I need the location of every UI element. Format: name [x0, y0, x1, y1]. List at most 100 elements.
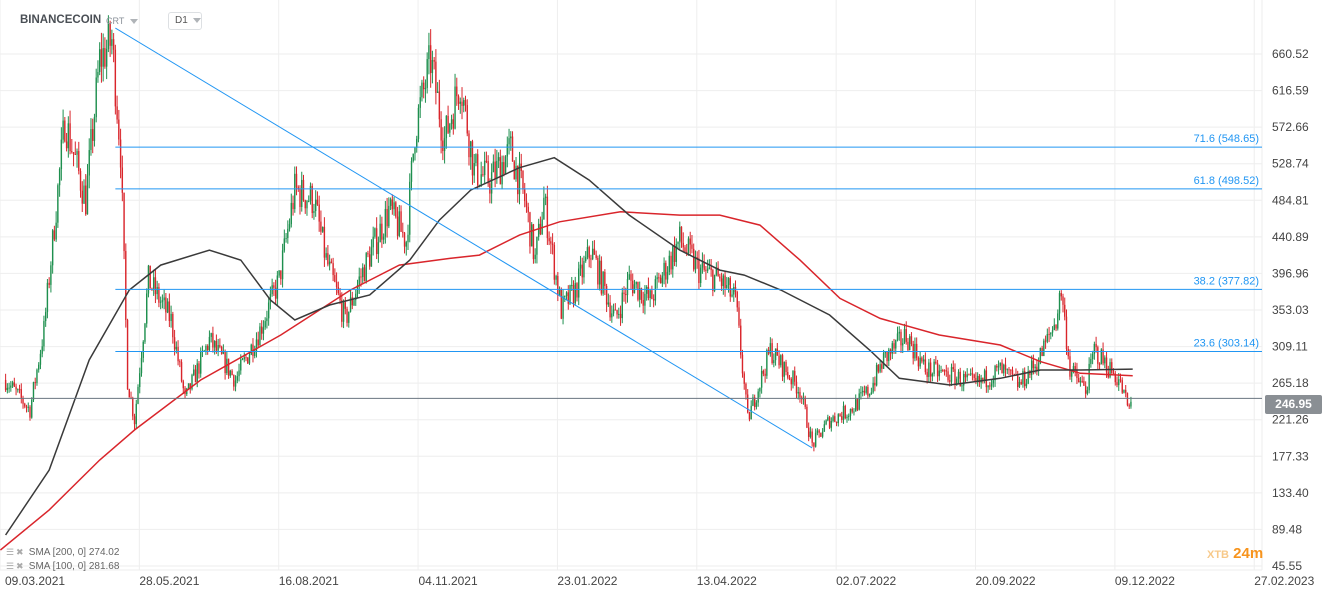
candle-body: [1128, 405, 1130, 407]
candle-body: [372, 236, 374, 248]
candle-body: [841, 416, 843, 420]
candle-body: [968, 374, 970, 376]
candle-body: [1086, 390, 1089, 394]
candle-body: [325, 253, 327, 258]
candle-body: [43, 321, 45, 347]
candle-body: [393, 202, 395, 210]
candle-body: [435, 61, 437, 93]
close-icon[interactable]: ✖: [16, 547, 24, 557]
candle-body: [888, 349, 890, 362]
candle-body: [179, 361, 181, 363]
candle-body: [200, 351, 202, 374]
candle-body: [511, 136, 514, 162]
candle-body: [818, 430, 820, 433]
candle-body: [269, 294, 272, 303]
candle-body: [851, 408, 853, 412]
candle-body: [421, 82, 423, 98]
candle-body: [480, 174, 482, 186]
candle-body: [233, 375, 235, 387]
candle-body: [929, 362, 932, 377]
candle-body: [905, 329, 907, 342]
y-tick-label: 353.03: [1272, 303, 1309, 317]
candle-body: [496, 160, 498, 179]
candle-body: [919, 357, 921, 367]
candle-body: [632, 280, 634, 294]
candle-body: [670, 255, 672, 270]
candle-body: [456, 86, 458, 97]
candle-body: [1006, 369, 1008, 371]
candle-body: [811, 431, 813, 443]
candle-body: [449, 124, 451, 133]
candle-body: [943, 370, 946, 372]
candle-body: [830, 420, 833, 428]
candle-body: [217, 345, 219, 351]
candle-body: [342, 302, 345, 322]
candle-body: [598, 260, 601, 285]
candle-body: [595, 254, 597, 258]
candle-body: [370, 247, 373, 267]
legend-sma100[interactable]: ☰ ✖ SMA [100, 0] 281.68: [6, 561, 119, 572]
candle-body: [407, 234, 409, 243]
candle-body: [1044, 340, 1047, 342]
candle-body: [442, 140, 444, 152]
candle-body: [119, 139, 122, 168]
candle-body: [787, 372, 789, 378]
candle-body: [1121, 380, 1123, 393]
candle-body: [346, 308, 348, 323]
candle-body: [574, 283, 576, 304]
candle-body: [32, 382, 35, 400]
candle-body: [38, 364, 40, 370]
candle-body: [771, 343, 773, 363]
legend-sma200[interactable]: ☰ ✖ SMA [200, 0] 274.02: [6, 547, 119, 558]
candle-body: [853, 411, 855, 413]
candle-body: [395, 202, 397, 217]
candle-body: [633, 284, 636, 294]
chevron-down-icon: [192, 17, 201, 23]
candle-body: [618, 313, 620, 315]
candle-body: [891, 343, 893, 354]
candle-body: [978, 375, 981, 383]
candle-body: [534, 254, 536, 260]
candle-body: [173, 337, 176, 350]
timeframe-dropdown[interactable]: D1: [168, 12, 202, 30]
candle-body: [994, 365, 996, 381]
candle-body: [630, 274, 632, 281]
settings-icon[interactable]: ☰: [6, 561, 15, 571]
candle-body: [255, 339, 258, 352]
candle-body: [828, 417, 831, 428]
candle-body: [1069, 356, 1071, 377]
candle-body: [656, 277, 658, 280]
candle-body: [454, 86, 456, 129]
x-tick-label: 02.07.2022: [836, 574, 896, 588]
settings-icon[interactable]: ☰: [6, 547, 15, 557]
logo: XTB 24m: [1207, 545, 1263, 562]
candle-body: [612, 309, 615, 314]
candle-body: [316, 199, 319, 205]
candle-body: [31, 399, 33, 418]
close-icon[interactable]: ✖: [16, 561, 24, 571]
candle-body: [983, 370, 986, 381]
candle-body: [982, 377, 984, 381]
candle-body: [708, 267, 711, 269]
candle-body: [571, 285, 573, 287]
x-tick-label: 09.12.2022: [1115, 574, 1175, 588]
candle-body: [961, 385, 963, 387]
candle-body: [149, 265, 151, 289]
candle-body: [1032, 360, 1035, 369]
candle-body: [83, 185, 85, 204]
candle-body: [879, 364, 881, 372]
candle-body: [673, 246, 676, 262]
candle-body: [386, 208, 388, 227]
legend-label: SMA [100, 0]: [28, 561, 87, 572]
candle-body: [302, 179, 305, 201]
candle-body: [205, 345, 207, 351]
y-tick-label: 440.89: [1272, 230, 1309, 244]
candle-body: [375, 228, 378, 255]
chart-type-dropdown[interactable]: CRT: [106, 16, 139, 26]
candle-body: [550, 241, 552, 244]
candle-body: [260, 326, 263, 334]
candle-body: [792, 370, 794, 385]
candle-body: [795, 381, 798, 394]
candle-body: [639, 288, 641, 300]
